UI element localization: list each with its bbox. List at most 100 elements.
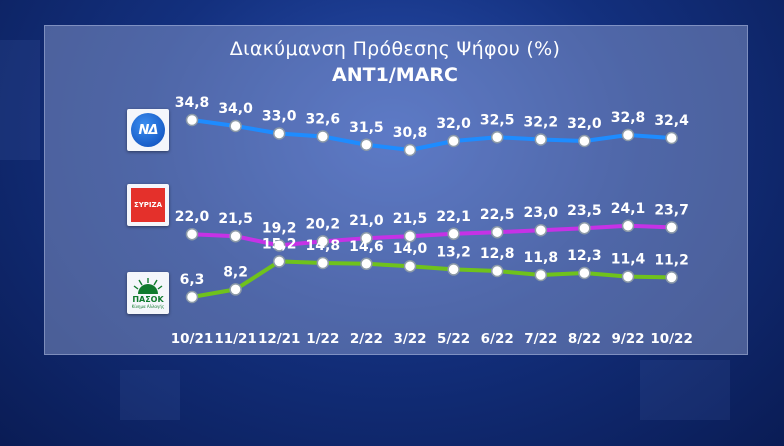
chart-title: Διακύμανση Πρόθεσης Ψήφου (%): [229, 38, 561, 60]
pasok-data-point: [316, 256, 330, 270]
pasok-party-logo: ΠΑΣΟΚ Κίνημα Αλλαγής: [127, 272, 169, 314]
pasok-data-label: 12,8: [480, 246, 515, 262]
syriza-series-line: [190, 223, 674, 248]
pasok-data-point: [272, 255, 286, 268]
syriza-data-point: [185, 227, 199, 241]
pasok-data-label: 15,2: [262, 236, 297, 252]
nd-data-point: [447, 134, 460, 148]
syriza-data-point: [360, 231, 373, 245]
background-tile: [0, 40, 40, 160]
nd-data-point: [272, 127, 286, 140]
syriza-data-label: 24,1: [611, 201, 646, 217]
syriza-data-point: [447, 227, 460, 241]
chart-subtitle: ANT1/MARC: [332, 64, 458, 86]
x-tick-label: 2/22: [350, 331, 383, 347]
nd-data-label: 30,8: [393, 125, 428, 141]
x-tick-label: 5/22: [437, 331, 470, 347]
pasok-data-label: 13,2: [436, 244, 471, 260]
nd-data-label: 32,4: [654, 113, 689, 129]
nd-logo-icon: ΝΔ: [131, 113, 165, 147]
syriza-party-logo: ΣΥΡΙΖΑ: [127, 184, 169, 226]
syriza-data-label: 21,5: [393, 211, 428, 227]
nd-data-label: 32,8: [611, 110, 646, 126]
pasok-series-line: [190, 259, 674, 299]
nd-data-label: 32,0: [436, 116, 471, 132]
pasok-data-point: [360, 257, 373, 271]
syriza-data-label: 23,0: [524, 205, 559, 221]
nd-data-label: 32,2: [524, 115, 559, 131]
syriza-data-label: 22,5: [480, 207, 515, 223]
syriza-data-point: [229, 229, 242, 243]
background-tile: [120, 370, 180, 420]
x-tick-label: 12/21: [258, 331, 301, 347]
x-tick-label: 3/22: [393, 331, 426, 347]
syriza-data-label: 23,7: [654, 202, 689, 218]
syriza-data-label: 22,1: [436, 209, 471, 225]
syriza-data-point: [578, 221, 591, 235]
nd-data-point: [316, 130, 330, 143]
nd-data-point: [621, 128, 635, 142]
x-tick-label: 6/22: [481, 331, 514, 347]
nd-data-point: [403, 143, 417, 157]
syriza-data-label: 23,5: [567, 203, 602, 219]
pasok-data-label: 11,8: [524, 250, 559, 266]
x-tick-label: 7/22: [524, 331, 557, 347]
nd-data-label: 32,6: [306, 112, 341, 128]
nd-data-label: 31,5: [349, 120, 384, 136]
nd-data-label: 34,0: [218, 101, 253, 117]
pasok-data-point: [229, 283, 242, 296]
pasok-data-label: 8,2: [223, 264, 248, 280]
pasok-data-point: [621, 270, 635, 283]
pasok-data-label: 14,6: [349, 239, 384, 255]
nd-data-point: [665, 131, 678, 145]
nd-data-point: [229, 119, 242, 133]
x-tick-label: 1/22: [306, 331, 339, 347]
pasok-data-label: 6,3: [180, 272, 205, 288]
pasok-data-point: [534, 268, 548, 282]
pasok-data-label: 11,2: [654, 252, 689, 268]
x-tick-label: 10/22: [650, 331, 693, 347]
nd-data-point: [534, 133, 548, 146]
pasok-data-label: 14,8: [306, 238, 341, 254]
pasok-data-label: 14,0: [393, 241, 428, 257]
pasok-data-point: [490, 264, 504, 278]
nd-data-label: 32,5: [480, 112, 515, 128]
pasok-data-point: [665, 271, 678, 284]
x-tick-label: 10/21: [171, 331, 214, 347]
pasok-data-label: 12,3: [567, 248, 602, 264]
x-tick-label: 11/21: [214, 331, 257, 347]
pasok-data-label: 11,4: [611, 252, 646, 268]
syriza-data-point: [621, 219, 635, 233]
pasok-sun-icon: [133, 278, 163, 294]
x-tick-label: 8/22: [568, 331, 601, 347]
syriza-logo-icon: ΣΥΡΙΖΑ: [131, 188, 165, 222]
syriza-data-label: 19,2: [262, 220, 297, 236]
nd-data-point: [490, 131, 504, 144]
pasok-data-point: [185, 290, 199, 304]
nd-data-point: [578, 134, 591, 148]
syriza-data-point: [665, 221, 678, 234]
pasok-logo-name: ΠΑΣΟΚ: [132, 295, 164, 304]
syriza-data-point: [316, 235, 330, 248]
nd-data-label: 32,0: [567, 116, 602, 132]
syriza-data-point: [403, 229, 417, 243]
pasok-logo-subtitle: Κίνημα Αλλαγής: [131, 304, 165, 309]
nd-data-point: [360, 138, 373, 151]
pasok-data-point: [578, 266, 591, 280]
nd-data-label: 34,8: [175, 95, 210, 111]
pasok-data-point: [447, 263, 460, 276]
nd-data-label: 33,0: [262, 109, 297, 125]
syriza-data-label: 20,2: [306, 216, 341, 232]
nd-data-point: [185, 113, 199, 127]
nd-party-logo: ΝΔ: [127, 109, 169, 151]
syriza-data-label: 22,0: [175, 209, 210, 225]
syriza-data-point: [490, 225, 504, 239]
x-tick-label: 9/22: [611, 331, 644, 347]
syriza-data-label: 21,5: [218, 211, 253, 227]
syriza-data-point: [272, 239, 286, 252]
syriza-data-label: 21,0: [349, 213, 384, 229]
syriza-data-point: [534, 223, 548, 237]
pasok-data-point: [403, 259, 417, 273]
nd-series-line: [190, 118, 674, 152]
